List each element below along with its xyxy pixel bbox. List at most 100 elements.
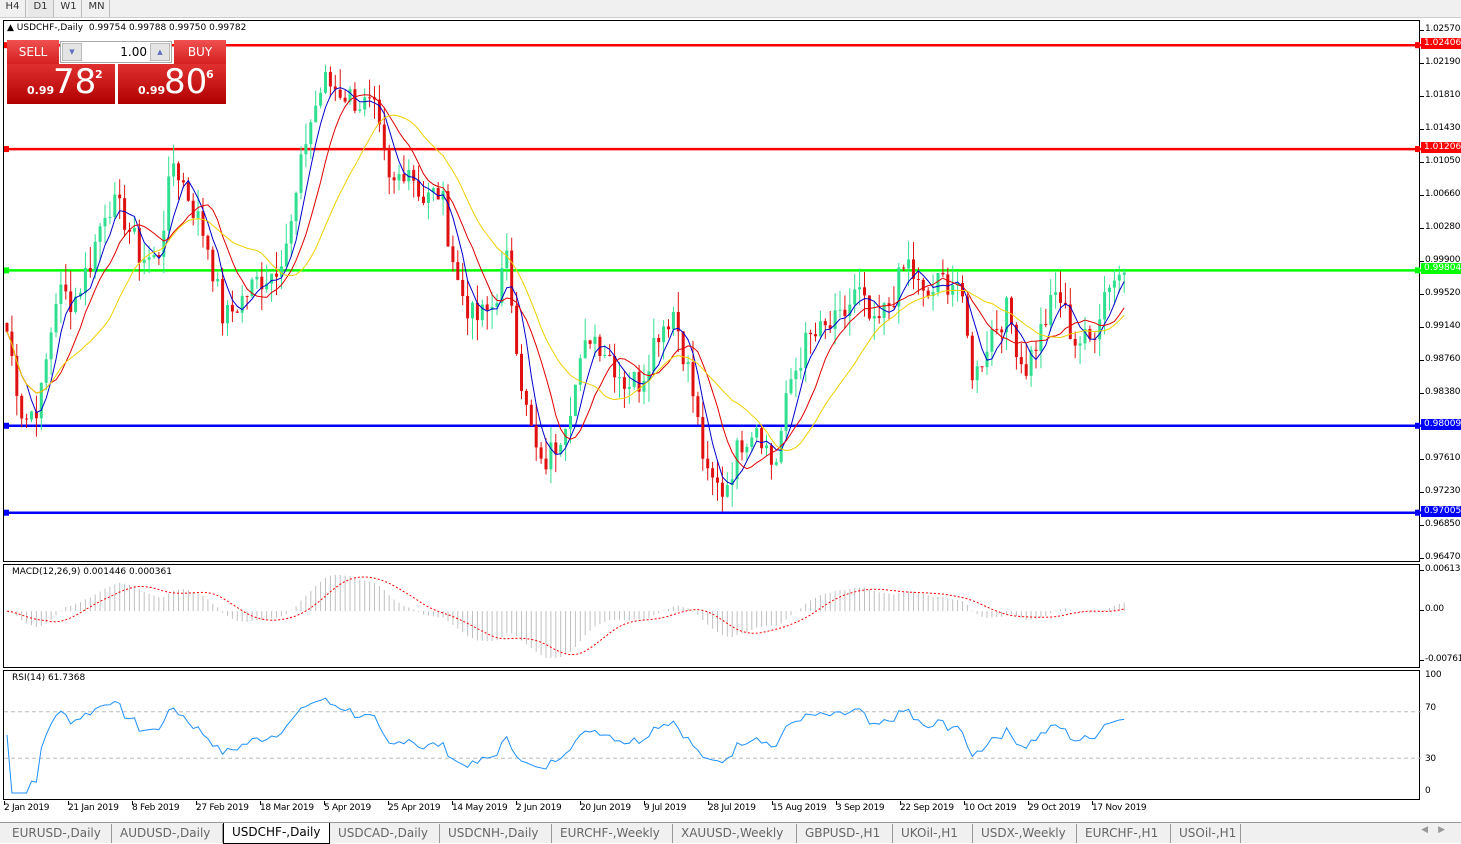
- timeframe-h4[interactable]: H4: [0, 0, 26, 17]
- candle-body: [152, 255, 156, 258]
- candle: [784, 380, 788, 438]
- candle-body: [162, 230, 166, 257]
- tab-eurusd-daily[interactable]: EURUSD-,Daily: [4, 824, 112, 843]
- date-tick: [708, 801, 709, 805]
- candle-body: [275, 273, 278, 277]
- candle: [1054, 272, 1058, 309]
- candle-body: [1117, 274, 1121, 281]
- tab-audusd-daily[interactable]: AUDUSD-,Daily: [112, 824, 223, 843]
- candle-body: [696, 396, 700, 418]
- candle-body: [191, 200, 195, 218]
- candle: [181, 172, 185, 188]
- macd-panel[interactable]: MACD(12,26,9) 0.001446 0.000361: [3, 564, 1420, 668]
- candle: [735, 437, 739, 490]
- candle: [961, 275, 964, 303]
- timeframe-w1[interactable]: W1: [56, 0, 82, 17]
- tab-eurchf-weekly[interactable]: EURCHF-,Weekly: [552, 824, 673, 843]
- level-price-tag: 0.98009: [1421, 418, 1461, 430]
- candle-body: [25, 418, 29, 420]
- candle-body: [64, 284, 68, 292]
- candle-body: [201, 211, 205, 236]
- candle-body: [745, 446, 749, 453]
- candle-body: [88, 267, 92, 272]
- candle-body: [407, 170, 411, 182]
- price-chart-canvas[interactable]: [4, 21, 1421, 563]
- lot-decrease-icon[interactable]: ▼: [62, 43, 82, 61]
- candle: [1049, 279, 1053, 332]
- collapse-triangle-icon[interactable]: ▲: [7, 23, 14, 33]
- candle-body: [397, 174, 401, 181]
- candle-body: [471, 302, 474, 319]
- candle: [578, 354, 582, 392]
- tab-usdx-weekly[interactable]: USDX-,Weekly: [973, 824, 1077, 843]
- level-handle: [1415, 267, 1420, 274]
- date-label: 8 Feb 2019: [132, 803, 180, 813]
- tab-usdcnh-daily[interactable]: USDCNH-,Daily: [440, 824, 552, 843]
- tab-gbpusd-h1[interactable]: GBPUSD-,H1: [797, 824, 893, 843]
- candle: [407, 159, 411, 191]
- candle-body: [956, 283, 960, 286]
- candle-body: [622, 377, 626, 389]
- candle-body: [353, 89, 357, 111]
- candle: [936, 272, 940, 297]
- candle-body: [804, 332, 808, 369]
- candle: [858, 268, 862, 306]
- candle: [980, 366, 984, 373]
- level-handle: [4, 267, 9, 274]
- candle-body: [544, 458, 548, 470]
- candle: [706, 441, 710, 481]
- macd-signal-line: [6, 576, 1125, 656]
- candle: [1117, 265, 1121, 293]
- tab-usdcad-daily[interactable]: USDCAD-,Daily: [330, 824, 440, 843]
- candle: [147, 245, 151, 273]
- lot-increase-icon[interactable]: ▲: [150, 43, 170, 61]
- candle: [284, 223, 288, 267]
- price-tick: [1420, 326, 1424, 328]
- buy-price[interactable]: 0.99 80 6: [118, 62, 226, 104]
- candle-body: [1034, 349, 1038, 351]
- sell-price[interactable]: 0.99 78 2: [7, 62, 115, 104]
- timeframe-mn[interactable]: MN: [84, 0, 110, 17]
- price-tick: [1420, 195, 1424, 197]
- date-tick: [900, 801, 901, 805]
- price-chart[interactable]: [3, 20, 1421, 563]
- candle: [387, 144, 391, 195]
- date-tick: [1028, 801, 1029, 805]
- tab-usdchf-daily[interactable]: USDCHF-,Daily: [223, 823, 330, 844]
- tab-ukoil-h1[interactable]: UKOil-,H1: [893, 824, 973, 843]
- candle-body: [652, 337, 656, 372]
- candle-body: [181, 180, 185, 183]
- candle-body: [377, 99, 381, 125]
- candle-body: [83, 267, 87, 293]
- timeframe-bar: H4 D1 W1 MN: [0, 0, 1461, 18]
- candle: [613, 343, 617, 393]
- candle: [720, 466, 724, 512]
- candle: [54, 293, 58, 338]
- candle-body: [794, 370, 798, 380]
- candle-body: [1019, 357, 1023, 365]
- rsi-panel[interactable]: RSI(14) 61.7368: [3, 670, 1421, 800]
- candle: [833, 293, 837, 345]
- buy-button[interactable]: BUY: [174, 40, 226, 64]
- date-tick: [964, 801, 965, 805]
- candle-body: [118, 194, 122, 199]
- date-label: 18 Mar 2019: [260, 803, 314, 813]
- candle-body: [858, 287, 862, 290]
- sell-button[interactable]: SELL: [7, 40, 59, 64]
- tab-usoil-h1[interactable]: USOil-,H1: [1171, 824, 1241, 843]
- tab-xauusd-weekly[interactable]: XAUUSD-,Weekly: [673, 824, 797, 843]
- tab-eurchf-h1[interactable]: EURCHF-,H1: [1077, 824, 1171, 843]
- candle-body: [662, 326, 666, 343]
- candle-body: [304, 144, 308, 155]
- lot-size-input[interactable]: ▼ 1.00 ▲: [60, 41, 172, 63]
- candle-body: [593, 336, 597, 344]
- tab-scroll-arrows-icon[interactable]: ◀▶: [1421, 825, 1455, 835]
- candle: [657, 334, 661, 357]
- lot-value[interactable]: 1.00: [120, 45, 147, 59]
- date-tick: [132, 801, 133, 805]
- timeframe-d1[interactable]: D1: [28, 0, 54, 17]
- date-label: 2 Jun 2019: [516, 803, 562, 813]
- candle-body: [167, 176, 171, 231]
- candle-body: [417, 180, 421, 197]
- candle-body: [93, 241, 97, 272]
